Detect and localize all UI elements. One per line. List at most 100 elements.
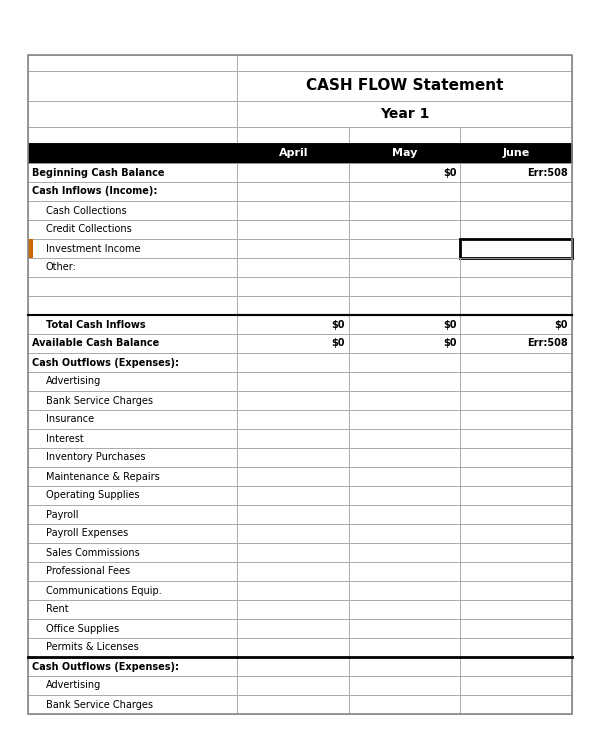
Bar (28, 201, 238, 220)
Text: Total Cash Inflows: Total Cash Inflows (46, 320, 146, 329)
Text: Communications Equip.: Communications Equip. (46, 585, 162, 596)
Bar (28, 71, 238, 101)
Text: Investment Income: Investment Income (46, 244, 140, 253)
Bar (28, 127, 238, 143)
Bar (349, 143, 460, 163)
Bar (349, 448, 460, 467)
Text: Payroll: Payroll (46, 510, 79, 520)
Bar (460, 296, 572, 315)
Text: June: June (503, 148, 530, 158)
Bar (460, 334, 572, 353)
Bar (238, 695, 349, 714)
Bar (238, 638, 349, 657)
Text: $0: $0 (443, 339, 457, 348)
Bar (349, 524, 460, 543)
Bar (349, 182, 460, 201)
Text: CASH FLOW Statement: CASH FLOW Statement (306, 79, 503, 93)
Bar (460, 220, 572, 239)
Bar (28, 163, 238, 182)
Text: Rent: Rent (46, 604, 68, 615)
Bar (28, 467, 238, 486)
Bar (238, 71, 572, 101)
Text: Inventory Purchases: Inventory Purchases (46, 453, 146, 463)
Bar (349, 638, 460, 657)
Bar (460, 258, 572, 277)
Bar (460, 486, 572, 505)
Bar (460, 562, 572, 581)
Bar (28, 101, 238, 127)
Bar (28, 638, 238, 657)
Bar (28, 353, 238, 372)
Bar (460, 163, 572, 182)
Bar (28, 258, 238, 277)
Bar (460, 638, 572, 657)
Bar (349, 619, 460, 638)
Bar (460, 315, 572, 334)
Bar (238, 143, 349, 163)
Text: Payroll Expenses: Payroll Expenses (46, 529, 128, 539)
Bar (238, 619, 349, 638)
Bar (238, 127, 349, 143)
Bar (28, 334, 238, 353)
Bar (28, 239, 238, 258)
Bar (238, 581, 349, 600)
Bar (28, 676, 238, 695)
Bar (238, 315, 349, 334)
Bar (238, 543, 349, 562)
Bar (238, 239, 349, 258)
Bar (349, 562, 460, 581)
Bar (238, 296, 349, 315)
Bar (28, 429, 238, 448)
Bar (460, 277, 572, 296)
Text: Professional Fees: Professional Fees (46, 566, 130, 577)
Bar (238, 258, 349, 277)
Bar (349, 127, 460, 143)
Bar (28, 695, 238, 714)
Bar (349, 581, 460, 600)
Text: Maintenance & Repairs: Maintenance & Repairs (46, 472, 160, 482)
Text: Sales Commissions: Sales Commissions (46, 548, 140, 558)
Bar (28, 410, 238, 429)
Bar (460, 600, 572, 619)
Bar (460, 676, 572, 695)
Bar (349, 410, 460, 429)
Text: Err:508: Err:508 (527, 167, 568, 177)
Text: $0: $0 (443, 320, 457, 329)
Bar (238, 448, 349, 467)
Bar (349, 676, 460, 695)
Text: Interest: Interest (46, 434, 84, 444)
Bar (349, 486, 460, 505)
Bar (349, 220, 460, 239)
Bar (28, 239, 33, 258)
Text: Available Cash Balance: Available Cash Balance (32, 339, 159, 348)
Bar (238, 334, 349, 353)
Bar (349, 296, 460, 315)
Text: Cash Inflows (Income):: Cash Inflows (Income): (32, 186, 157, 196)
Bar (460, 524, 572, 543)
Bar (28, 619, 238, 638)
Bar (349, 334, 460, 353)
Bar (349, 657, 460, 676)
Bar (28, 391, 238, 410)
Bar (238, 657, 349, 676)
Bar (238, 372, 349, 391)
Text: Bank Service Charges: Bank Service Charges (46, 396, 153, 405)
Bar (460, 372, 572, 391)
Bar (28, 581, 238, 600)
Bar (28, 372, 238, 391)
Bar (349, 467, 460, 486)
Bar (349, 315, 460, 334)
Text: Err:508: Err:508 (527, 339, 568, 348)
Bar (460, 127, 572, 143)
Bar (238, 201, 349, 220)
Bar (28, 296, 238, 315)
Text: Operating Supplies: Operating Supplies (46, 491, 139, 501)
Bar (460, 505, 572, 524)
Text: Cash Outflows (Expenses):: Cash Outflows (Expenses): (32, 661, 179, 672)
Bar (460, 581, 572, 600)
Bar (28, 143, 238, 163)
Text: Advertising: Advertising (46, 680, 101, 691)
Text: Advertising: Advertising (46, 377, 101, 386)
Bar (460, 467, 572, 486)
Text: Cash Outflows (Expenses):: Cash Outflows (Expenses): (32, 358, 179, 367)
